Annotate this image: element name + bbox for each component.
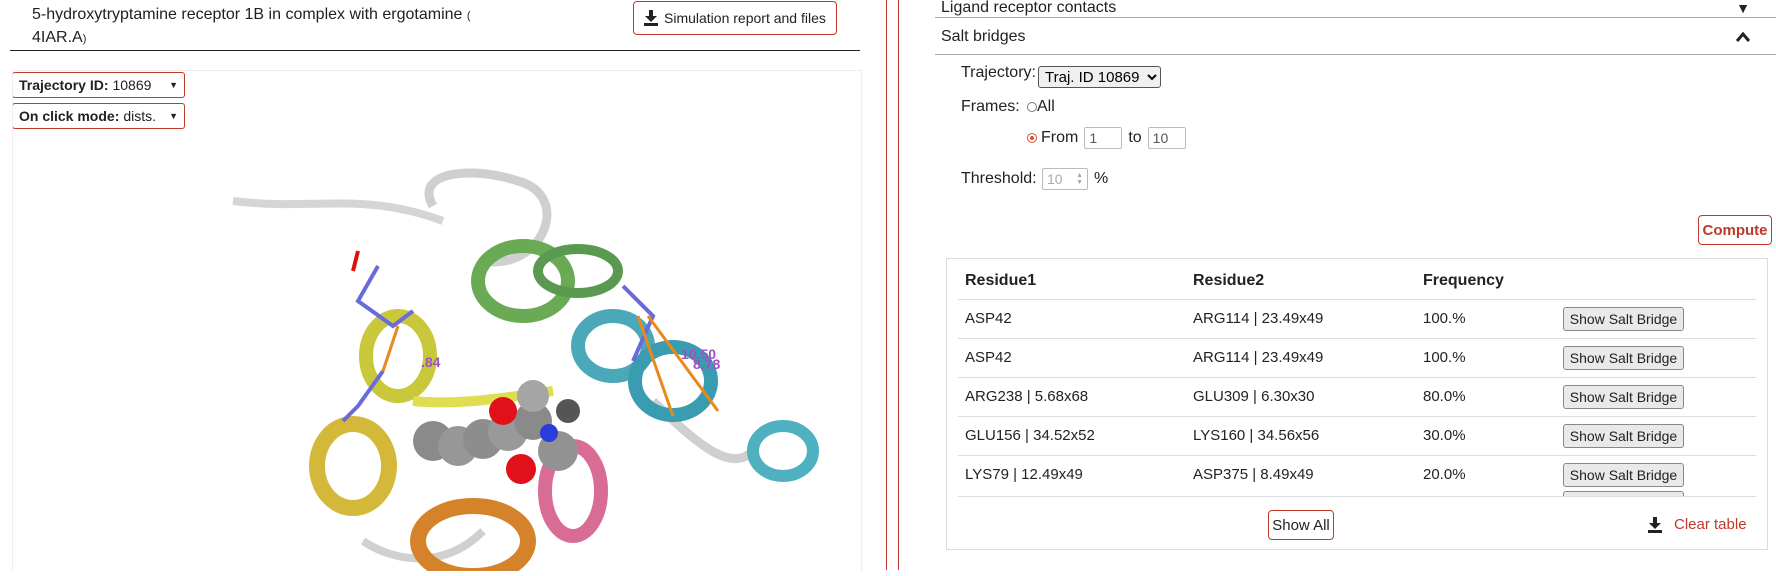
panel-divider — [898, 0, 899, 570]
table-row: GLU156 | 34.52x52 LYS160 | 34.56x56 30.0… — [958, 416, 1756, 455]
column-header-residue1: Residue1 — [965, 272, 1037, 289]
threshold-input[interactable]: 10 ▲ ▼ — [1042, 168, 1088, 190]
show-salt-bridge-button[interactable]: Show Salt Bridge — [1563, 424, 1684, 448]
frames-from-option[interactable]: From to — [1027, 127, 1186, 149]
radio-all[interactable] — [1027, 101, 1037, 112]
table-row: LYS79 | 12.49x49 ASP375 | 8.49x49 20.0% … — [958, 455, 1756, 497]
panel-divider — [886, 0, 887, 570]
distance-label: .84 — [421, 354, 441, 370]
show-salt-bridge-button[interactable]: Show Salt Bridge — [1563, 346, 1684, 370]
frames-all-option[interactable]: All — [1027, 98, 1055, 116]
threshold-label: Threshold: — [961, 170, 1037, 187]
click-mode-dropdown[interactable]: On click mode: dists. ▼ — [12, 103, 185, 129]
caret-down-icon: ▼ — [169, 111, 178, 121]
chevron-up-icon — [1735, 29, 1751, 45]
simulation-report-button[interactable]: Simulation report and files — [633, 1, 837, 35]
pdb-id: 4IAR.A — [32, 29, 83, 46]
distance-label: 10.50 — [681, 346, 716, 362]
download-icon — [1648, 516, 1662, 533]
accordion-salt-bridges[interactable]: Salt bridges — [935, 19, 1776, 55]
from-frame-input[interactable] — [1084, 127, 1123, 149]
download-icon — [644, 10, 658, 26]
show-salt-bridge-button-partial[interactable] — [1563, 491, 1684, 496]
header-divider — [10, 50, 860, 51]
clear-table-link[interactable]: Clear table — [1648, 516, 1747, 533]
protein-title: 5-hydroxytryptamine receptor 1B in compl… — [32, 6, 463, 23]
show-salt-bridge-button[interactable]: Show Salt Bridge — [1563, 385, 1684, 409]
show-all-button[interactable]: Show All — [1268, 510, 1334, 540]
table-row: ASP42 ARG114 | 23.49x49 100.% Show Salt … — [958, 299, 1756, 338]
accordion-ligand-receptor-contacts[interactable]: Ligand receptor contacts ▼ — [935, 0, 1776, 18]
trajectory-select[interactable]: Traj. ID 10869 — [1038, 66, 1161, 88]
caret-down-icon: ▼ — [169, 80, 178, 90]
radio-from[interactable] — [1027, 133, 1037, 143]
column-header-frequency: Frequency — [1423, 272, 1504, 289]
page-title: 5-hydroxytryptamine receptor 1B in compl… — [32, 6, 471, 46]
chevron-down-icon: ▼ — [1736, 0, 1750, 16]
threshold-field[interactable]: 10 ▲ ▼ % — [1042, 168, 1108, 190]
compute-button[interactable]: Compute — [1698, 215, 1772, 245]
to-frame-input[interactable] — [1147, 127, 1186, 149]
trajectory-id-dropdown[interactable]: Trajectory ID: 10869 ▼ — [12, 72, 185, 98]
spinner-icon[interactable]: ▲ ▼ — [1076, 172, 1083, 186]
column-header-residue2: Residue2 — [1193, 272, 1265, 289]
table-row: ARG238 | 5.68x68 GLU309 | 6.30x30 80.0% … — [958, 377, 1756, 416]
show-salt-bridge-button[interactable]: Show Salt Bridge — [1563, 463, 1684, 487]
trajectory-label: Trajectory: — [961, 64, 1036, 81]
table-row: ASP42 ARG114 | 23.49x49 100.% Show Salt … — [958, 338, 1756, 377]
distance-label: 8.78 — [693, 356, 720, 372]
salt-bridge-table — [946, 258, 1768, 550]
show-salt-bridge-button[interactable]: Show Salt Bridge — [1563, 307, 1684, 331]
protein-structure-render[interactable]: 10.50 8.78 .84 — [13, 71, 861, 576]
molecule-viewer[interactable]: 10.50 8.78 .84 — [12, 70, 862, 576]
frames-label: Frames: — [961, 98, 1020, 115]
